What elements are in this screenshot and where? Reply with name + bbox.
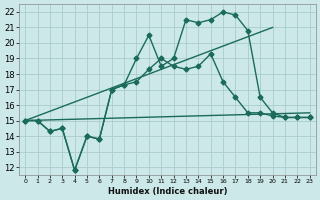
- X-axis label: Humidex (Indice chaleur): Humidex (Indice chaleur): [108, 187, 227, 196]
